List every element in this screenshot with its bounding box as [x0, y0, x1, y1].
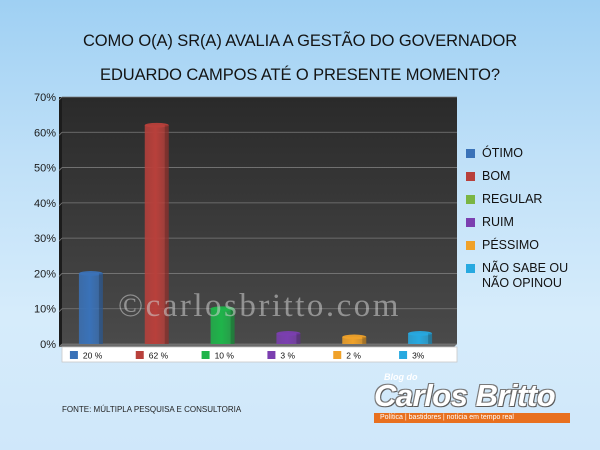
legend-item: RUIM — [466, 215, 596, 230]
data-label: 20 % — [83, 351, 103, 361]
legend-item: BOM — [466, 169, 596, 184]
plot-area — [62, 97, 457, 344]
gridline-wall — [58, 132, 63, 136]
plot-floor — [59, 344, 457, 347]
data-label: 10 % — [215, 351, 235, 361]
chart-title: COMO O(A) SR(A) AVALIA A GESTÃO DO GOVER… — [0, 24, 600, 92]
bar-top — [144, 122, 169, 128]
legend-label: BOM — [482, 169, 511, 183]
legend-swatch — [466, 195, 475, 204]
legend-swatch — [466, 264, 475, 273]
bar-top — [78, 271, 103, 276]
bar-1 — [78, 271, 103, 344]
y-tick-label: 10% — [34, 304, 56, 316]
bar-2 — [144, 122, 169, 344]
data-table-swatch — [267, 351, 276, 359]
chart-title-line-2: EDUARDO CAMPOS ATÉ O PRESENTE MOMENTO? — [100, 66, 500, 84]
gridline-wall — [58, 237, 63, 242]
logo-name-text: Carlos Britto — [374, 378, 556, 413]
bar-top — [276, 331, 301, 336]
bar-body — [144, 125, 169, 344]
gridline-wall — [58, 96, 63, 101]
source-note: FONTE: MÚLTIPLA PESQUISA E CONSULTORIA — [62, 405, 242, 414]
bar-shadow — [164, 125, 169, 344]
bar-body — [210, 308, 235, 344]
chart-title-line-1: COMO O(A) SR(A) AVALIA A GESTÃO DO GOVER… — [82, 32, 518, 50]
legend-label: NÃO SABE OU NÃO OPINOU — [482, 261, 569, 290]
bar-4 — [276, 331, 301, 344]
bar-body — [78, 273, 103, 344]
legend-item: REGULAR — [466, 192, 596, 207]
data-label: 3% — [412, 351, 425, 361]
data-table-swatch — [201, 351, 210, 359]
bar-body — [408, 333, 433, 344]
logo-blog-text: Blog do — [384, 372, 418, 382]
gridline-wall — [58, 343, 63, 348]
data-table-swatch — [399, 351, 408, 359]
legend-swatch — [466, 149, 475, 158]
gridline-wall — [58, 308, 63, 312]
y-tick-label: 40% — [34, 198, 56, 210]
bar-top — [210, 306, 235, 312]
bar-top — [342, 334, 367, 340]
bar-5 — [342, 334, 367, 344]
legend-label: RUIM — [482, 215, 514, 229]
bar-shadow — [362, 336, 367, 344]
gridline-wall — [58, 167, 63, 171]
bar-shadow — [98, 273, 103, 344]
bar-shadow — [296, 333, 301, 344]
legend-item: PÉSSIMO — [466, 238, 596, 253]
bar-shadow — [428, 333, 433, 344]
data-label: 62 % — [149, 351, 169, 361]
bar-top — [408, 331, 433, 336]
legend-label: PÉSSIMO — [482, 238, 539, 252]
gridline-wall — [58, 273, 63, 277]
data-table-swatch — [333, 351, 342, 359]
logo-tagline: Política | bastidores | notícia em tempo… — [374, 413, 570, 423]
legend-swatch — [466, 218, 475, 227]
y-tick-label: 50% — [34, 163, 56, 175]
y-tick-label: 0% — [40, 339, 56, 351]
y-tick-label: 70% — [34, 92, 56, 104]
gridline-wall — [58, 202, 63, 207]
bar-body — [276, 333, 301, 344]
bar-shadow — [230, 308, 235, 344]
bar-3 — [210, 306, 235, 344]
y-tick-label: 30% — [34, 233, 56, 245]
data-label: 3 % — [280, 351, 295, 361]
legend-label: REGULAR — [482, 192, 543, 206]
bar-6 — [408, 331, 433, 344]
legend-item: ÓTIMO — [466, 146, 596, 161]
bar-body — [342, 336, 367, 344]
plot-left-wall — [59, 97, 62, 347]
legend-label: ÓTIMO — [482, 146, 523, 160]
legend-swatch — [466, 172, 475, 181]
data-label: 2 % — [346, 351, 361, 361]
data-table-swatch — [69, 351, 78, 359]
y-tick-label: 20% — [34, 268, 56, 280]
legend-swatch — [466, 241, 475, 250]
y-tick-label: 60% — [34, 127, 56, 139]
data-table-swatch — [135, 351, 144, 359]
blog-logo[interactable]: Blog do Carlos Britto Política | bastido… — [374, 372, 580, 424]
data-table — [61, 346, 458, 363]
legend-item: NÃO SABE OU NÃO OPINOU — [466, 261, 596, 291]
watermark: ©carlosbritto.com — [118, 288, 401, 324]
chart-legend: ÓTIMO BOM REGULAR RUIM PÉSSIMO NÃO SABE OU NÃ… — [466, 146, 596, 299]
